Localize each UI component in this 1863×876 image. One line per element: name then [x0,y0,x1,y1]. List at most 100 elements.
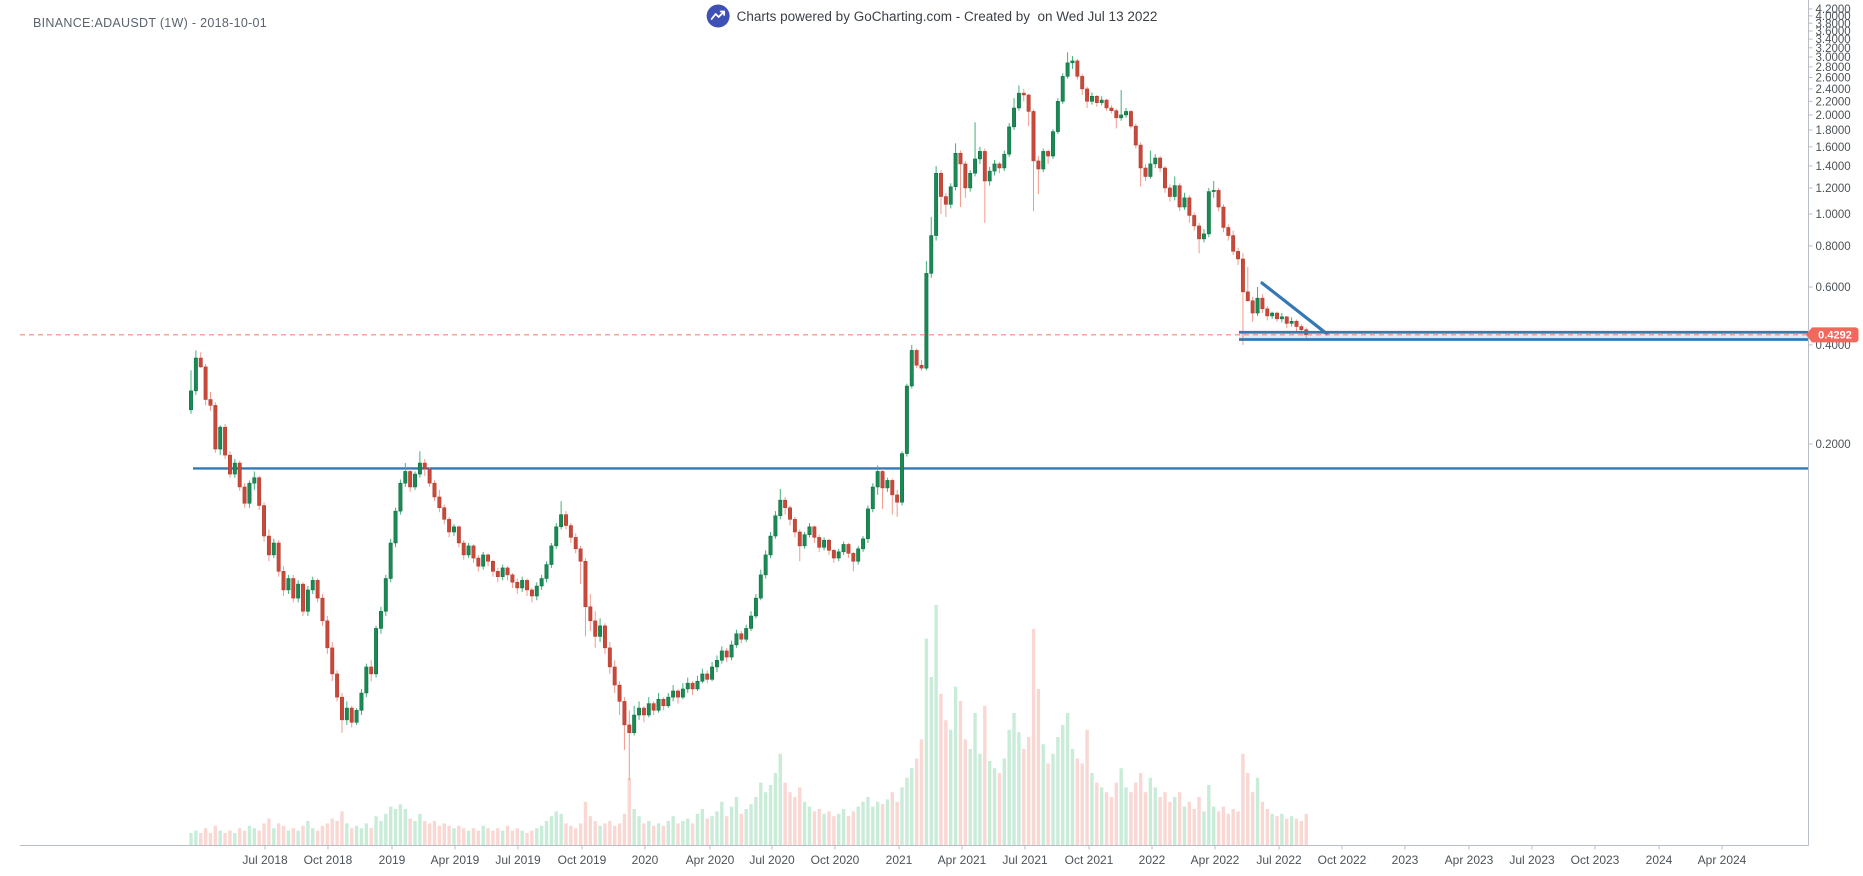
volume-bar [856,806,860,845]
volume-bar [934,605,938,845]
volume-bar [388,806,393,845]
volume-bar [515,828,519,845]
price-axis-label: 2.4000 [1816,84,1851,96]
time-axis-label: Jul 2023 [1509,853,1555,867]
candle-body [627,724,632,734]
volume-bar [238,828,242,845]
candle-body [646,703,651,716]
volume-bar [1182,806,1187,845]
candle-body [739,633,744,640]
volume-bar [690,823,695,845]
volume-bar [939,693,943,845]
candle-body [1143,167,1148,177]
volume-bar [919,739,924,845]
resistance-band-fill [1239,332,1808,340]
time-axis-label: Oct 2018 [304,853,353,867]
volume-bar [914,758,919,845]
candle-body [958,152,963,165]
volume-bar [822,813,826,845]
volume-bar [413,821,417,845]
volume-bar [763,792,768,845]
candle-body [695,681,700,690]
volume-bar [651,825,656,845]
volume-bar [398,804,403,845]
candle-body [987,170,992,182]
candle-body [783,499,788,508]
candle-body [417,462,422,475]
volume-bar [827,811,831,845]
volume-bar [710,816,714,845]
volume-bar [350,828,354,845]
volume-bar [963,739,968,845]
volume-bar [1285,818,1289,845]
candle-body [573,537,578,550]
candle-body [305,589,310,612]
volume-bar [676,823,680,845]
price-axis[interactable]: 4.20004.00003.80003.60003.40003.20003.00… [1808,4,1851,451]
candle-body [788,507,792,520]
volume-bar [330,818,334,845]
candle-body [802,534,807,547]
volume-bar [968,749,972,845]
time-axis-label: Oct 2022 [1318,853,1367,867]
volume-bar [1041,744,1045,845]
candle-body [1265,308,1270,317]
volume-bar [369,828,373,845]
candle-body [471,545,476,559]
candle-body [369,666,374,675]
volume-bar [1065,713,1070,845]
volume-bar [525,833,529,845]
volume-bar [1255,777,1260,845]
volume-bar [569,825,573,845]
candle-body [525,580,529,591]
candle-body [890,480,895,496]
candle-body [413,473,417,488]
volume-bar [744,809,748,845]
volume-bar [223,833,227,845]
candle-body [393,510,398,544]
candle-body [408,471,413,488]
price-axis-label: 1.4000 [1816,161,1851,173]
candle-body [564,514,568,526]
volume-bar [1036,689,1041,845]
resistance-band[interactable] [1239,330,1808,341]
volume-bar [1260,801,1265,845]
candle-body [1060,76,1065,102]
volume-bar [549,816,554,845]
price-axis-label: 3.8000 [1816,18,1851,30]
volume-bar [768,785,773,845]
volume-bar [1095,782,1099,845]
volume-bar [910,768,914,845]
volume-bar [637,816,641,845]
candle-body [705,673,710,680]
candle-body [593,620,598,637]
volume-bar [466,830,471,845]
volume-bar [666,821,670,845]
candle-body [773,515,778,537]
volume-bar [1173,797,1177,845]
candle-body [1206,191,1211,235]
volume-bar [583,801,588,845]
volume-bar [393,809,398,845]
candle-body [715,660,719,668]
volume-bar [1061,725,1065,845]
volume-bar [720,801,724,845]
time-axis[interactable]: Jul 2018 Oct 2018 2019 Apr 2019 Jul 2019 Oct … [242,845,1747,868]
candle-body [1255,297,1260,314]
candle-body [198,357,203,368]
volume-bar [978,753,982,845]
candle-body [661,699,666,707]
volume-bar [228,830,232,845]
volume-bar [793,797,797,845]
candle-body [340,696,344,721]
candle-body [880,471,885,489]
candle-body [734,633,739,646]
descending-trendline[interactable] [1260,281,1329,336]
time-axis-label: Jul 2018 [242,853,288,867]
volume-bar [510,830,515,845]
volume-bar [457,825,461,845]
volume-bar [1250,792,1255,845]
candle-body [481,554,486,567]
candle-body [870,486,875,510]
